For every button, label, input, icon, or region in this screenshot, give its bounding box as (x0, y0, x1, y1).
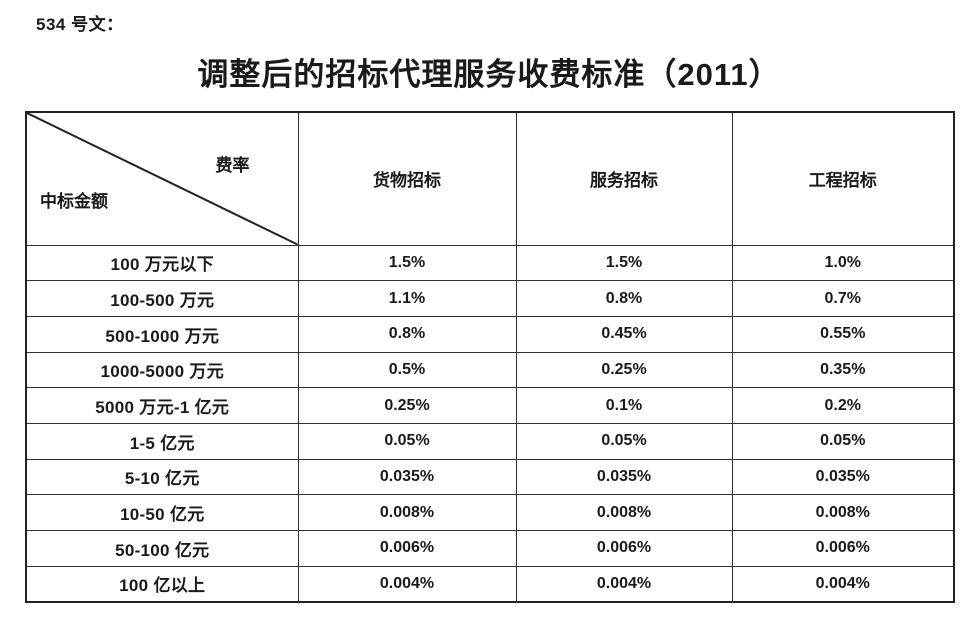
fee-cell: 0.035% (731, 458, 955, 496)
fee-cell: 0.8% (515, 280, 733, 317)
fee-cell: 0.35% (731, 351, 955, 389)
row-label: 100-500 万元 (25, 280, 299, 317)
table-row: 50-100 亿元 0.006% 0.006% 0.006% (25, 530, 955, 567)
fee-cell: 0.035% (515, 458, 733, 496)
row-label: 10-50 亿元 (25, 494, 299, 531)
table-row: 5-10 亿元 0.035% 0.035% 0.035% (25, 458, 955, 496)
fee-cell: 0.5% (297, 351, 517, 389)
row-label: 100 亿以上 (25, 565, 299, 603)
header-row: 费率 中标金额 货物招标 服务招标 工程招标 (25, 111, 955, 246)
table-row: 5000 万元-1 亿元 0.25% 0.1% 0.2% (25, 387, 955, 424)
fee-cell: 0.004% (515, 565, 733, 603)
fee-cell: 0.45% (515, 315, 733, 353)
table-row: 500-1000 万元 0.8% 0.45% 0.55% (25, 315, 955, 353)
row-label: 500-1000 万元 (25, 315, 299, 353)
col-header: 工程招标 (731, 111, 955, 246)
fee-cell: 0.05% (297, 422, 517, 460)
table-row: 100 亿以上 0.004% 0.004% 0.004% (25, 565, 955, 603)
fee-cell: 1.1% (297, 280, 517, 317)
fee-cell: 0.7% (731, 280, 955, 317)
fee-table: 费率 中标金额 货物招标 服务招标 工程招标 100 万元以下 1.5% 1.5% 1.0… (25, 111, 955, 603)
diagonal-line (27, 113, 297, 244)
fee-cell: 0.035% (297, 458, 517, 496)
row-label: 5000 万元-1 亿元 (25, 387, 299, 424)
fee-cell: 0.1% (515, 387, 733, 424)
table-row: 10-50 亿元 0.008% 0.008% 0.008% (25, 494, 955, 531)
fee-cell: 0.006% (731, 530, 955, 567)
fee-cell: 1.5% (297, 244, 517, 282)
fee-cell: 0.55% (731, 315, 955, 353)
fee-cell: 0.8% (297, 315, 517, 353)
table-row: 100 万元以下 1.5% 1.5% 1.0% (25, 244, 955, 282)
corner-label-rate: 费率 (215, 156, 250, 175)
col-header: 货物招标 (297, 111, 517, 246)
row-label: 100 万元以下 (25, 244, 299, 282)
page-title: 调整后的招标代理服务收费标准（2011） (197, 57, 781, 92)
table-row: 100-500 万元 1.1% 0.8% 0.7% (25, 280, 955, 317)
col-header: 服务招标 (515, 111, 733, 246)
fee-cell: 0.25% (297, 387, 517, 424)
fee-cell: 0.008% (515, 494, 733, 531)
corner-cell: 费率 中标金额 (25, 111, 299, 246)
fee-cell: 1.0% (731, 244, 955, 282)
row-label: 5-10 亿元 (25, 458, 299, 496)
fee-cell: 0.004% (731, 565, 955, 603)
fee-cell: 0.05% (515, 422, 733, 460)
fee-cell: 0.004% (297, 565, 517, 603)
doc-number: 534 号文： (36, 15, 124, 34)
corner-label-amount: 中标金额 (40, 192, 108, 211)
row-label: 50-100 亿元 (25, 530, 299, 567)
fee-cell: 1.5% (515, 244, 733, 282)
table-row: 1000-5000 万元 0.5% 0.25% 0.35% (25, 351, 955, 389)
fee-cell: 0.006% (515, 530, 733, 567)
fee-cell: 0.008% (731, 494, 955, 531)
table-row: 1-5 亿元 0.05% 0.05% 0.05% (25, 422, 955, 460)
fee-cell: 0.05% (731, 422, 955, 460)
row-label: 1000-5000 万元 (25, 351, 299, 389)
fee-cell: 0.006% (297, 530, 517, 567)
fee-cell: 0.25% (515, 351, 733, 389)
row-label: 1-5 亿元 (25, 422, 299, 460)
fee-cell: 0.008% (297, 494, 517, 531)
fee-cell: 0.2% (731, 387, 955, 424)
